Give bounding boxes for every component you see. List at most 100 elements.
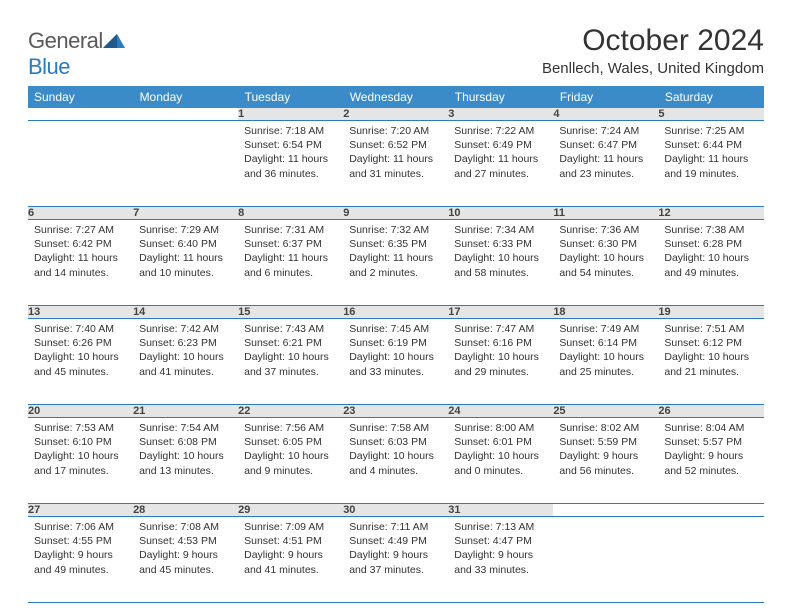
day-number: 6 [28,207,133,220]
day-cell: Sunrise: 7:56 AMSunset: 6:05 PMDaylight:… [238,418,343,504]
sunset-line: Sunset: 6:08 PM [139,436,217,448]
day-number: 10 [448,207,553,220]
day-number: 29 [238,504,343,517]
daylight-line: Daylight: 11 hours and 27 minutes. [454,153,538,179]
day-number: 26 [658,405,763,418]
day-cell: Sunrise: 7:49 AM Sunset: 6:14 PM Daylight:… [553,319,658,405]
empty-cell [553,517,658,603]
day-cell: Sunrise: 7:47 AMSunset: 6:16 PMDaylight:… [448,319,553,405]
sunset-line: Sunset: 4:49 PM [349,535,427,547]
day-number: 9 [343,207,448,220]
day-cell: Sunrise: 7:08 AMSunset: 4:53 PMDaylight:… [133,517,238,603]
sunrise-line: Sunrise: 7:27 AM [34,224,114,236]
sunset-line: Sunset: 6:01 PM [454,436,532,448]
sunrise-line: Sunrise: 7:06 AM [34,521,114,533]
weekday-header: Thursday [448,86,553,108]
daynum-row: 13141516171819 [28,306,764,319]
sunrise-line: Sunrise: 7:20 AM [349,125,429,137]
day-cell: Sunrise: 7:34 AM Sunset: 6:33 PM Daylight:… [448,220,553,306]
content-row: Sunrise: 7:53 AMSunset: 6:10 PMDaylight:… [28,418,764,504]
daylight-line: Daylight: 10 hours and 45 minutes. [34,351,119,377]
day-number: 21 [133,405,238,418]
daylight-line: Daylight: 11 hours and 10 minutes. [139,252,223,278]
sunrise-line: Sunrise: 7:31 AM [244,224,324,236]
sunset-line: Sunset: 5:59 PM [559,436,637,448]
sunrise-line: Sunrise: 7:29 AM [139,224,219,236]
sunset-line: Sunset: 6:40 PM [139,238,217,250]
daylight-line: Daylight: 11 hours and 19 minutes. [664,153,748,179]
day-cell: Sunrise: 7:45 AMSunset: 6:19 PMDaylight:… [343,319,448,405]
sunset-line: Sunset: 6:33 PM [454,238,532,250]
sunrise-line: Sunrise: 7:47 AM [454,323,534,335]
day-number: 30 [343,504,448,517]
day-number: 4 [553,108,658,121]
sunset-line: Sunset: 4:55 PM [34,535,112,547]
sunset-line: Sunset: 6:14 PM [559,337,637,349]
sunset-line: Sunset: 6:16 PM [454,337,532,349]
content-row: Sunrise: 7:27 AMSunset: 6:42 PMDaylight:… [28,220,764,306]
daynum-row: 6789101112 [28,207,764,220]
daylight-line: Daylight: 9 hours and 37 minutes. [349,549,428,575]
content-row: Sunrise: 7:06 AM Sunset: 4:55 PM Daylight:… [28,517,764,603]
sunrise-line: Sunrise: 7:09 AM [244,521,324,533]
day-number: 19 [658,306,763,319]
day-cell: Sunrise: 7:06 AMSunset: 4:55 PMDaylight:… [28,517,133,603]
day-cell: Sunrise: 7:38 AMSunset: 6:28 PMDaylight:… [658,220,763,306]
sunrise-line: Sunrise: 7:49 AM [559,323,639,335]
sunrise-line: Sunrise: 8:02 AM [559,422,639,434]
daynum-row: 20212223242526 [28,405,764,418]
day-cell: Sunrise: 7:13 AMSunset: 4:47 PMDaylight:… [448,517,553,603]
day-number: 3 [448,108,553,121]
title-block: October 2024 Benllech, Wales, United Kin… [542,24,764,77]
day-cell: Sunrise: 7:32 AMSunset: 6:35 PMDaylight:… [343,220,448,306]
sunset-line: Sunset: 5:57 PM [664,436,742,448]
day-number: 23 [343,405,448,418]
daylight-line: Daylight: 11 hours and 23 minutes. [559,153,643,179]
day-number: 24 [448,405,553,418]
day-cell: Sunrise: 7:29 AM Sunset: 6:40 PM Daylight:… [133,220,238,306]
daylight-line: Daylight: 10 hours and 21 minutes. [664,351,749,377]
sunset-line: Sunset: 6:54 PM [244,139,322,151]
empty-cell [553,504,658,517]
day-cell: Sunrise: 7:09 AMSunset: 4:51 PMDaylight:… [238,517,343,603]
day-number: 13 [28,306,133,319]
daylight-line: Daylight: 10 hours and 9 minutes. [244,450,329,476]
sunrise-line: Sunrise: 7:36 AM [559,224,639,236]
day-number: 28 [133,504,238,517]
day-number: 11 [553,207,658,220]
sunset-line: Sunset: 6:44 PM [664,139,742,151]
empty-cell [28,108,133,121]
daylight-line: Daylight: 10 hours and 25 minutes. [559,351,644,377]
brand-logo: GeneralBlue [28,24,125,80]
weekday-header: Tuesday [238,86,343,108]
day-cell: Sunrise: 7:27 AMSunset: 6:42 PMDaylight:… [28,220,133,306]
brand-name-a: General [28,28,103,53]
sunrise-line: Sunrise: 7:51 AM [664,323,744,335]
daylight-line: Daylight: 10 hours and 33 minutes. [349,351,434,377]
sunset-line: Sunset: 6:12 PM [664,337,742,349]
daylight-line: Daylight: 10 hours and 58 minutes. [454,252,539,278]
sunrise-line: Sunrise: 7:58 AM [349,422,429,434]
sunrise-line: Sunrise: 7:34 AM [454,224,534,236]
sunset-line: Sunset: 6:37 PM [244,238,322,250]
day-cell: Sunrise: 7:18 AMSunset: 6:54 PMDaylight:… [238,121,343,207]
sunrise-line: Sunrise: 7:45 AM [349,323,429,335]
day-cell: Sunrise: 7:36 AMSunset: 6:30 PMDaylight:… [553,220,658,306]
sunset-line: Sunset: 6:49 PM [454,139,532,151]
day-cell: Sunrise: 8:00 AMSunset: 6:01 PMDaylight:… [448,418,553,504]
day-cell: Sunrise: 8:04 AMSunset: 5:57 PMDaylight:… [658,418,763,504]
day-cell: Sunrise: 7:51 AM Sunset: 6:12 PM Daylight:… [658,319,763,405]
sunrise-line: Sunrise: 7:25 AM [664,125,744,137]
sunrise-line: Sunrise: 7:32 AM [349,224,429,236]
sunrise-line: Sunrise: 7:13 AM [454,521,534,533]
sunrise-line: Sunrise: 7:24 AM [559,125,639,137]
sunrise-line: Sunrise: 7:53 AM [34,422,114,434]
day-cell: Sunrise: 8:02 AMSunset: 5:59 PMDaylight:… [553,418,658,504]
sunset-line: Sunset: 6:52 PM [349,139,427,151]
daylight-line: Daylight: 11 hours and 6 minutes. [244,252,328,278]
sunrise-line: Sunrise: 7:18 AM [244,125,324,137]
day-cell: Sunrise: 7:11 AMSunset: 4:49 PMDaylight:… [343,517,448,603]
sunset-line: Sunset: 6:26 PM [34,337,112,349]
daylight-line: Daylight: 10 hours and 49 minutes. [664,252,749,278]
daylight-line: Daylight: 10 hours and 4 minutes. [349,450,434,476]
